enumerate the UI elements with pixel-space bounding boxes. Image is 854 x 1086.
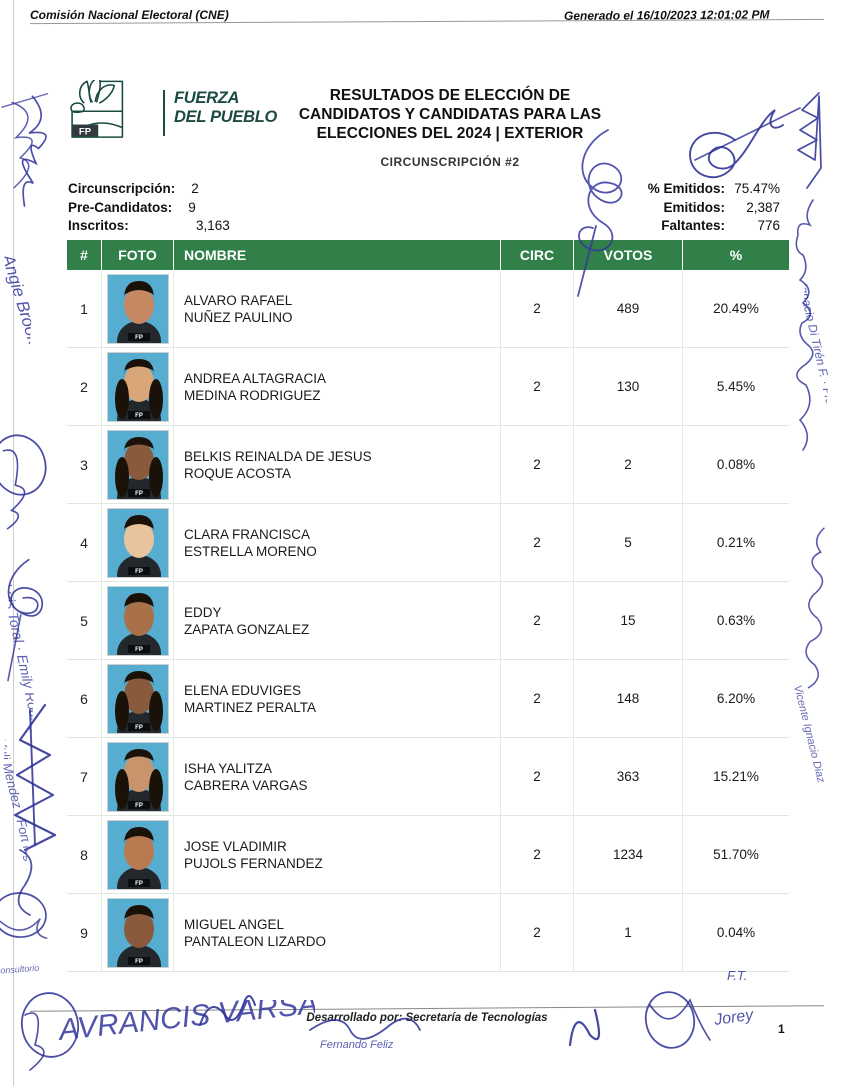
svg-text:Vicente Ignacio Diaz: Vicente Ignacio Diaz — [791, 684, 827, 784]
svg-text:FP: FP — [135, 959, 143, 965]
svg-text:FP: FP — [79, 126, 92, 137]
svg-text:FP: FP — [135, 881, 143, 887]
svg-text:Angie Brooks: Angie Brooks — [0, 251, 39, 355]
svg-text:Fernando Feliz: Fernando Feliz — [320, 1039, 394, 1051]
svg-text:F.T.: F.T. — [727, 968, 747, 983]
svg-text:FP: FP — [135, 491, 143, 497]
svg-text:FP: FP — [135, 647, 143, 653]
svg-text:FP: FP — [135, 569, 143, 575]
svg-text:Jorey: Jorey — [712, 1007, 755, 1030]
svg-text:FP: FP — [135, 803, 143, 809]
svg-text:Consultorio: Consultorio — [0, 963, 40, 976]
svg-text:FP: FP — [135, 413, 143, 419]
svg-text:FP: FP — [135, 335, 143, 341]
svg-text:FP: FP — [135, 725, 143, 731]
